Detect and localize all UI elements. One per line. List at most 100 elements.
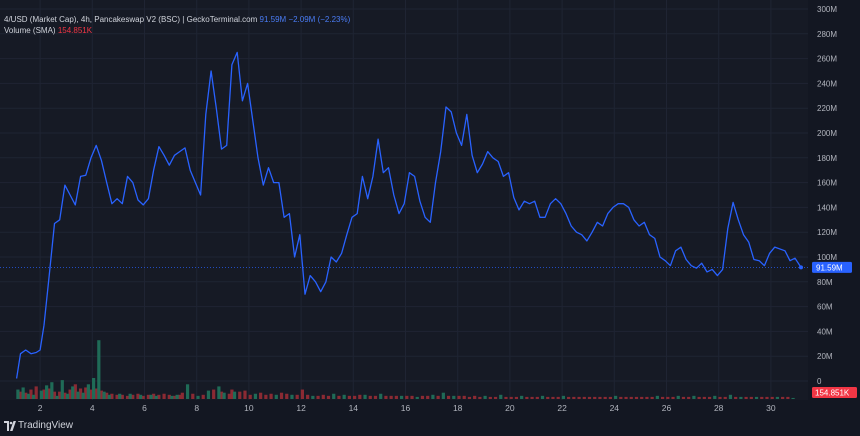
volume-bar-up bbox=[149, 394, 153, 399]
volume-bar-down bbox=[770, 396, 774, 399]
volume-bar-up bbox=[92, 378, 96, 399]
volume-bar-down bbox=[172, 395, 177, 399]
legend-main-row[interactable]: 4/USD (Market Cap), 4h, Pancakeswap V2 (… bbox=[4, 14, 350, 25]
volume-bar-up bbox=[175, 394, 179, 399]
volume-bar-up bbox=[363, 394, 367, 399]
volume-bar-up bbox=[16, 389, 20, 399]
volume-bar-down bbox=[436, 395, 440, 399]
volume-bar-up bbox=[222, 392, 226, 399]
volume-bar-down bbox=[227, 393, 231, 399]
volume-bar-up bbox=[561, 395, 566, 399]
y-tick-label: 140M bbox=[817, 203, 837, 212]
volume-bar-down bbox=[504, 396, 508, 399]
volume-bar-down bbox=[697, 396, 701, 399]
volume-bar-up bbox=[441, 392, 445, 399]
y-tick-label: 180M bbox=[817, 154, 837, 163]
volume-bar-down bbox=[47, 388, 51, 399]
volume-bar-down bbox=[744, 396, 748, 399]
volume-bar-up bbox=[614, 395, 618, 399]
volume-bar-down bbox=[358, 394, 362, 399]
volume-bar-up bbox=[71, 386, 75, 399]
volume-bar-down bbox=[201, 394, 205, 399]
volume-bar-down bbox=[248, 394, 252, 399]
volume-bar-down bbox=[141, 395, 145, 399]
volume-bar-up bbox=[26, 393, 30, 399]
volume-bar-down bbox=[624, 396, 628, 399]
volume-bar-up bbox=[65, 393, 70, 399]
volume-bar-up bbox=[483, 395, 487, 399]
volume-bar-down bbox=[634, 396, 639, 399]
volume-bar-down bbox=[230, 389, 234, 399]
volume-bar-down bbox=[681, 396, 686, 399]
volume-bar-down bbox=[264, 394, 268, 399]
volume-bar-down bbox=[58, 391, 62, 399]
volume-bar-up bbox=[154, 395, 158, 399]
tradingview-brand-text[interactable]: TradingView bbox=[18, 420, 74, 431]
y-tick-label: 60M bbox=[817, 303, 833, 312]
volume-bar-up bbox=[217, 386, 221, 399]
volume-bar-down bbox=[89, 389, 93, 399]
volume-bar-down bbox=[353, 395, 357, 399]
volume-bar-down bbox=[593, 396, 597, 399]
footer-bar: TradingView bbox=[0, 417, 860, 436]
x-tick-label: 30 bbox=[766, 403, 776, 413]
volume-bar-down bbox=[99, 390, 104, 399]
volume-bar-down bbox=[110, 393, 114, 399]
volume-bar-down bbox=[84, 387, 88, 399]
y-tick-label: 260M bbox=[817, 55, 837, 64]
volume-bar-down bbox=[316, 395, 320, 399]
volume-bar-up bbox=[185, 384, 190, 399]
legend-volume-row[interactable]: Volume (SMA) 154.851K bbox=[4, 25, 350, 36]
volume-bar-down bbox=[546, 396, 550, 399]
volume-bar-down bbox=[152, 393, 156, 399]
grid-lines bbox=[0, 0, 808, 400]
y-tick-label: 20M bbox=[817, 352, 833, 361]
volume-bar-up bbox=[138, 394, 143, 399]
x-tick-label: 28 bbox=[714, 403, 724, 413]
volume-bar-down bbox=[535, 396, 539, 399]
tradingview-logo-icon[interactable] bbox=[4, 421, 16, 431]
volume-bar-down bbox=[786, 396, 790, 399]
volume-bar-down bbox=[105, 392, 109, 399]
volume-bar-down bbox=[556, 396, 560, 399]
x-tick-label: 20 bbox=[505, 403, 515, 413]
volume-bar-down bbox=[525, 396, 529, 399]
y-tick-label: 0 bbox=[817, 377, 822, 386]
last-value-dot bbox=[799, 265, 803, 270]
volume-bar-up bbox=[86, 384, 90, 399]
volume-bar-down bbox=[734, 396, 738, 399]
y-tick-label: 40M bbox=[817, 327, 833, 336]
volume-bar-up bbox=[692, 395, 696, 399]
volume-bar-up bbox=[311, 395, 315, 399]
volume-bar-down bbox=[136, 393, 140, 399]
volume-bar-up bbox=[97, 340, 101, 399]
chart-pane[interactable] bbox=[0, 0, 808, 400]
volume-bar-down bbox=[212, 389, 216, 399]
volume-bar-down bbox=[306, 394, 310, 399]
price-badge-label: 91.59M bbox=[816, 263, 843, 272]
volume-bar-down bbox=[259, 392, 263, 399]
volume-bar-down bbox=[572, 396, 576, 399]
chart-legend: 4/USD (Market Cap), 4h, Pancakeswap V2 (… bbox=[4, 14, 350, 36]
volume-bar-down bbox=[457, 395, 461, 399]
time-axis[interactable] bbox=[0, 400, 808, 417]
volume-bar-up bbox=[107, 394, 111, 399]
x-tick-label: 14 bbox=[349, 403, 359, 413]
x-tick-label: 24 bbox=[610, 403, 620, 413]
volume-bar-down bbox=[125, 395, 130, 399]
volume-bar-up bbox=[452, 395, 456, 399]
time-axis-labels: 2 4 6 8 10 12 14 16 18 20 22 24 26 28 30 bbox=[38, 403, 776, 413]
legend-symbol-title: 4/USD (Market Cap), 4h, Pancakeswap V2 (… bbox=[4, 15, 258, 24]
volume-bar-up bbox=[81, 392, 85, 399]
volume-bar-up bbox=[739, 396, 743, 399]
volume-bar-down bbox=[321, 394, 325, 399]
volume-bar-down bbox=[115, 394, 119, 399]
volume-bar-up bbox=[45, 385, 49, 399]
volume-bar-down bbox=[373, 395, 378, 399]
legend-volume-value: 154.851K bbox=[57, 26, 93, 35]
volume-bar-down bbox=[702, 396, 706, 399]
volume-bar-down bbox=[191, 393, 195, 399]
volume-bar-down bbox=[34, 386, 38, 399]
price-axis[interactable] bbox=[808, 0, 860, 400]
volume-bar-up bbox=[206, 390, 211, 399]
